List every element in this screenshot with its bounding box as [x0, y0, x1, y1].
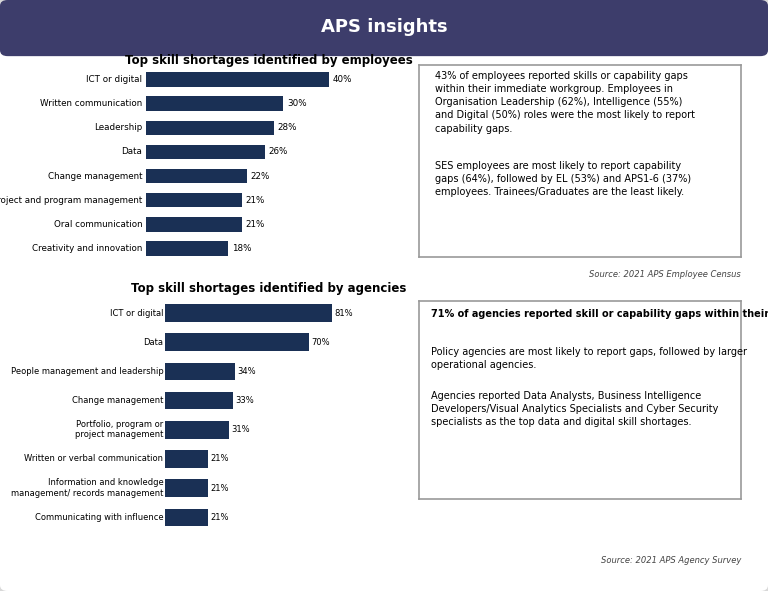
Text: 34%: 34%: [237, 367, 256, 376]
Bar: [146, 241, 228, 256]
Text: Leadership: Leadership: [94, 124, 142, 132]
Bar: [165, 450, 208, 467]
Text: Written communication: Written communication: [40, 99, 142, 108]
Bar: [146, 96, 283, 111]
Text: Top skill shortages identified by employees: Top skill shortages identified by employ…: [125, 54, 412, 67]
Text: Top skill shortages identified by agencies: Top skill shortages identified by agenci…: [131, 282, 406, 295]
Bar: [146, 217, 242, 232]
Bar: [165, 304, 332, 322]
Text: ICT or digital: ICT or digital: [110, 309, 164, 317]
Text: 70%: 70%: [311, 337, 330, 347]
Text: 18%: 18%: [232, 244, 251, 253]
Text: 21%: 21%: [210, 454, 229, 463]
Bar: [165, 333, 310, 351]
Text: Oral communication: Oral communication: [54, 220, 142, 229]
Text: 40%: 40%: [333, 75, 353, 84]
Text: Change management: Change management: [72, 396, 164, 405]
Text: 31%: 31%: [231, 426, 250, 434]
Bar: [146, 193, 242, 207]
Text: 30%: 30%: [287, 99, 306, 108]
Bar: [165, 363, 235, 380]
Text: 21%: 21%: [210, 513, 229, 522]
Text: ICT or digital: ICT or digital: [86, 75, 142, 84]
Text: People management and leadership: People management and leadership: [11, 367, 164, 376]
Bar: [146, 121, 274, 135]
Text: 81%: 81%: [334, 309, 353, 317]
Text: Information and knowledge
management/ records management: Information and knowledge management/ re…: [11, 479, 164, 498]
Text: 22%: 22%: [250, 171, 270, 181]
Text: Change management: Change management: [48, 171, 142, 181]
Text: Data: Data: [121, 147, 142, 157]
Text: 21%: 21%: [210, 483, 229, 493]
Text: Source: 2021 APS Employee Census: Source: 2021 APS Employee Census: [589, 270, 741, 279]
Text: Source: 2021 APS Agency Survey: Source: 2021 APS Agency Survey: [601, 556, 741, 564]
Text: 21%: 21%: [246, 220, 265, 229]
Text: 28%: 28%: [278, 124, 297, 132]
Text: Creativity and innovation: Creativity and innovation: [32, 244, 142, 253]
Bar: [165, 421, 229, 439]
Text: 43% of employees reported skills or capability gaps
within their immediate workg: 43% of employees reported skills or capa…: [435, 71, 695, 134]
Text: Agencies reported Data Analysts, Business Intelligence
Developers/Visual Analyti: Agencies reported Data Analysts, Busines…: [432, 391, 719, 427]
Bar: [165, 509, 208, 526]
Text: Portfolio, program or
project management: Portfolio, program or project management: [75, 420, 164, 440]
Text: Policy agencies are most likely to report gaps, followed by larger
operational a: Policy agencies are most likely to repor…: [432, 347, 747, 370]
Text: APS insights: APS insights: [321, 18, 447, 35]
Text: Written or verbal communication: Written or verbal communication: [25, 454, 164, 463]
Text: 71% of agencies reported skill or capability gaps within their agency.: 71% of agencies reported skill or capabi…: [432, 309, 768, 319]
Text: 21%: 21%: [246, 196, 265, 204]
Bar: [165, 392, 233, 410]
Text: Project and program management: Project and program management: [0, 196, 142, 204]
Text: SES employees are most likely to report capability
gaps (64%), followed by EL (5: SES employees are most likely to report …: [435, 161, 690, 197]
Text: Communicating with influence: Communicating with influence: [35, 513, 164, 522]
Text: 26%: 26%: [269, 147, 288, 157]
Text: Data: Data: [144, 337, 164, 347]
Bar: [146, 145, 265, 159]
Bar: [165, 479, 208, 497]
Text: 33%: 33%: [235, 396, 254, 405]
Bar: [146, 169, 247, 183]
Bar: [146, 72, 329, 87]
